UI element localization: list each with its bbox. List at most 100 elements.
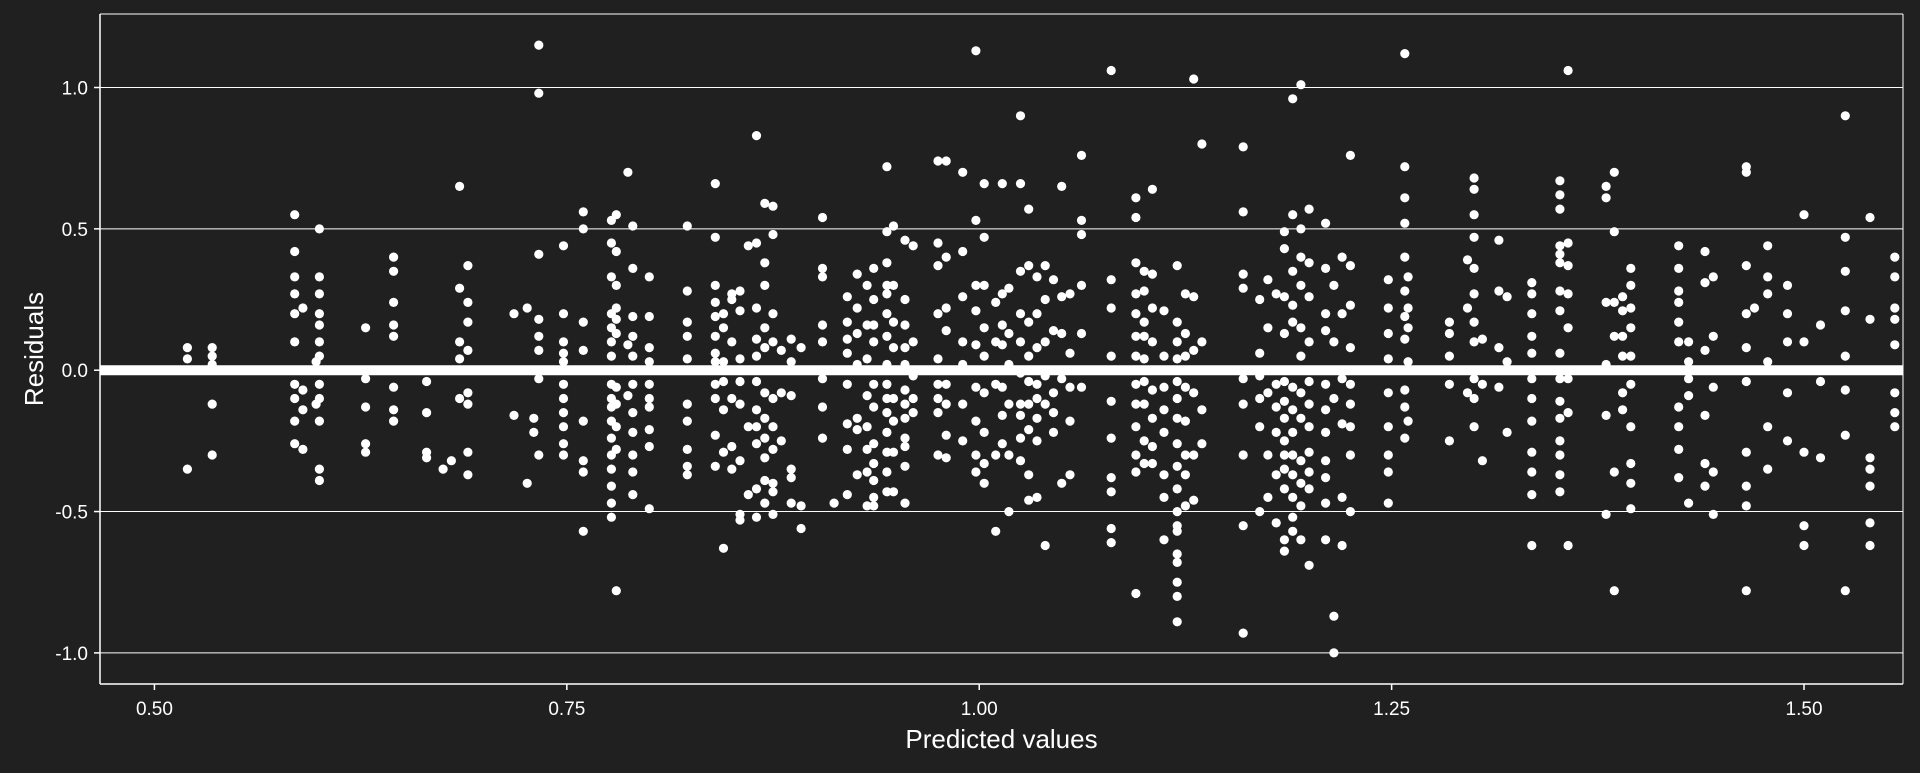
- data-point: [1345, 450, 1355, 460]
- data-point: [1238, 269, 1248, 279]
- data-point: [1271, 427, 1281, 437]
- data-point: [1469, 317, 1479, 327]
- data-point: [1004, 507, 1014, 517]
- data-point: [751, 512, 762, 522]
- data-point: [1462, 303, 1473, 313]
- data-point: [1040, 261, 1050, 271]
- data-point: [1024, 376, 1034, 387]
- data-point: [1172, 549, 1182, 559]
- data-point: [1288, 210, 1298, 220]
- data-point: [611, 382, 621, 392]
- data-point: [1741, 343, 1751, 353]
- data-point: [1131, 450, 1141, 460]
- data-point: [941, 156, 951, 166]
- data-point: [558, 393, 569, 404]
- data-point: [869, 337, 879, 347]
- data-point: [298, 303, 308, 313]
- data-point: [628, 450, 638, 460]
- y-axis-title: Residuals: [19, 292, 49, 406]
- data-point: [558, 309, 569, 319]
- data-point: [958, 167, 968, 177]
- data-point: [290, 309, 300, 319]
- data-point: [1840, 111, 1850, 121]
- data-point: [1296, 388, 1306, 398]
- data-point: [1131, 309, 1141, 319]
- data-point: [1288, 427, 1298, 437]
- data-point: [1296, 351, 1306, 361]
- data-point: [760, 323, 770, 333]
- data-point: [958, 436, 968, 446]
- data-point: [389, 416, 399, 426]
- data-point: [735, 354, 745, 364]
- data-point: [298, 385, 308, 395]
- data-point: [463, 317, 473, 327]
- data-point: [776, 345, 786, 355]
- data-point: [1238, 628, 1248, 638]
- data-point: [1890, 252, 1900, 262]
- data-point: [1032, 343, 1042, 353]
- data-point: [534, 314, 544, 324]
- data-point: [1296, 280, 1306, 290]
- data-point: [1700, 458, 1710, 469]
- data-point: [710, 232, 720, 242]
- data-point: [578, 224, 588, 234]
- data-point: [1626, 379, 1636, 389]
- data-point: [1469, 422, 1479, 432]
- data-point: [1865, 453, 1875, 463]
- data-point: [933, 309, 943, 319]
- data-point: [743, 241, 753, 251]
- data-point: [1469, 393, 1479, 404]
- data-point: [1383, 303, 1393, 313]
- data-point: [1304, 399, 1314, 409]
- data-point: [1626, 422, 1636, 432]
- data-point: [768, 509, 778, 519]
- data-point: [1139, 286, 1149, 296]
- data-point: [1609, 467, 1619, 477]
- data-point: [862, 501, 872, 511]
- data-point: [1106, 65, 1116, 76]
- data-point: [1782, 337, 1793, 347]
- data-point: [1057, 181, 1067, 191]
- data-point: [1626, 478, 1636, 488]
- data-point: [1172, 261, 1182, 271]
- data-point: [786, 334, 796, 344]
- data-point: [1708, 382, 1718, 392]
- data-point: [314, 379, 324, 389]
- data-point: [1383, 275, 1393, 285]
- data-point: [768, 309, 778, 319]
- data-point: [1048, 275, 1059, 285]
- data-point: [1555, 190, 1565, 200]
- data-point: [1840, 266, 1850, 276]
- data-point: [718, 323, 729, 333]
- data-point: [534, 40, 544, 50]
- x-tick-label: 1.00: [961, 699, 998, 720]
- data-point: [882, 447, 892, 457]
- data-point: [606, 337, 617, 347]
- data-point: [817, 374, 828, 384]
- data-point: [751, 351, 762, 361]
- data-point: [786, 498, 796, 508]
- data-point: [1255, 507, 1265, 517]
- data-point: [578, 317, 588, 327]
- data-point: [1238, 207, 1248, 217]
- data-point: [760, 388, 770, 398]
- data-point: [1279, 376, 1289, 387]
- data-point: [578, 456, 588, 466]
- data-point: [463, 388, 473, 398]
- data-point: [1279, 464, 1289, 474]
- data-point: [606, 498, 617, 508]
- data-point: [1131, 399, 1141, 409]
- data-point: [710, 393, 720, 404]
- data-point: [1004, 450, 1014, 460]
- data-point: [207, 399, 217, 409]
- data-point: [1469, 289, 1479, 299]
- data-point: [743, 422, 753, 432]
- x-tick-label: 0.75: [548, 699, 585, 720]
- data-point: [644, 402, 654, 412]
- data-point: [760, 198, 770, 208]
- data-point: [1799, 521, 1809, 531]
- data-point: [1147, 337, 1157, 347]
- data-point: [578, 345, 588, 355]
- data-point: [1255, 393, 1265, 404]
- data-point: [1076, 382, 1087, 392]
